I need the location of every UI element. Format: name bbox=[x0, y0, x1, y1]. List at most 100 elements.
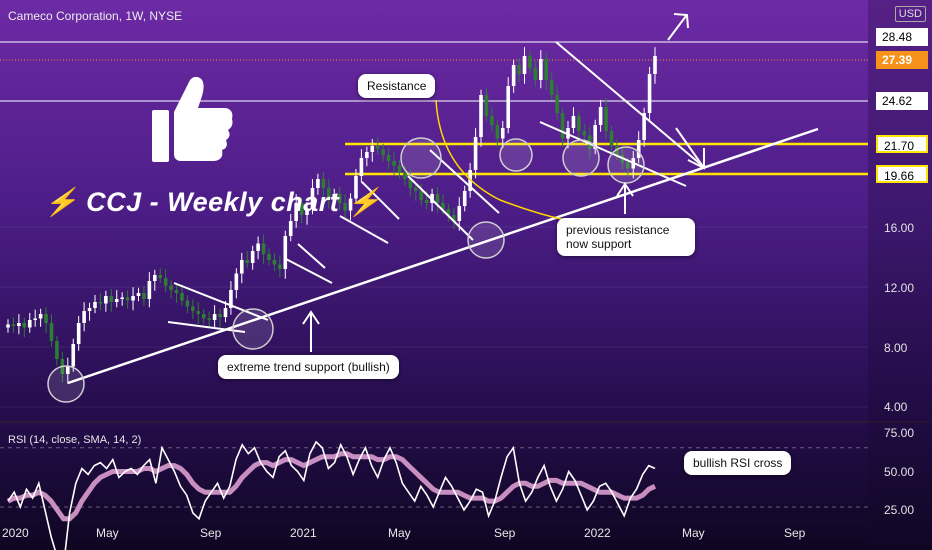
annotation-previous-support: previous resistance now support bbox=[557, 218, 695, 256]
candle-body bbox=[582, 131, 587, 136]
candle-body bbox=[500, 128, 505, 139]
price-tag[interactable]: 27.39 bbox=[876, 51, 928, 69]
candle-body bbox=[473, 137, 478, 170]
price-tag[interactable]: 28.48 bbox=[876, 28, 928, 46]
price-axis-tick: 16.00 bbox=[884, 221, 915, 235]
candle-body bbox=[392, 161, 396, 166]
candle-body bbox=[321, 179, 326, 188]
thumbs-up-icon bbox=[152, 76, 233, 162]
candle-body bbox=[571, 116, 576, 128]
price-axis-tick: 12.00 bbox=[884, 281, 915, 295]
candle-body bbox=[457, 206, 462, 221]
candle-body bbox=[375, 146, 380, 149]
price-tag[interactable]: 24.62 bbox=[876, 92, 928, 110]
time-axis-tick: Sep bbox=[200, 526, 222, 540]
candle-body bbox=[136, 293, 141, 296]
candle-body bbox=[653, 56, 657, 74]
candle-body bbox=[577, 116, 581, 131]
candles-group bbox=[6, 47, 657, 384]
candle-body bbox=[288, 221, 293, 236]
time-axis-tick: May bbox=[388, 526, 411, 540]
rsi-line bbox=[7, 440, 656, 550]
candle-body bbox=[218, 314, 222, 317]
candle-body bbox=[337, 194, 342, 203]
time-axis-tick: May bbox=[96, 526, 119, 540]
candle-body bbox=[272, 260, 277, 265]
price-gridlines bbox=[0, 226, 868, 408]
candle-body bbox=[163, 278, 168, 286]
candle-body bbox=[180, 293, 184, 301]
candle-body bbox=[462, 191, 467, 206]
candle-body bbox=[294, 203, 298, 221]
price-tag[interactable]: 19.66 bbox=[876, 165, 928, 183]
candle-body bbox=[539, 59, 543, 80]
candle-body bbox=[544, 59, 549, 80]
candle-body bbox=[522, 56, 527, 74]
candle-body bbox=[484, 95, 489, 116]
candle-body bbox=[403, 173, 407, 179]
candle-body bbox=[517, 65, 521, 74]
candle-body bbox=[142, 293, 146, 299]
candle-body bbox=[185, 300, 190, 307]
currency-label[interactable]: USD bbox=[894, 6, 926, 22]
candle-body bbox=[359, 158, 364, 176]
candle-body bbox=[245, 260, 250, 263]
candle-body bbox=[98, 302, 103, 304]
candle-body bbox=[386, 155, 391, 161]
rsi-title[interactable]: RSI (14, close, SMA, 14, 2) bbox=[8, 434, 142, 446]
candle-body bbox=[82, 311, 86, 323]
candle-body bbox=[239, 260, 244, 274]
candle-body bbox=[615, 146, 619, 155]
candle-body bbox=[495, 125, 500, 139]
annotation-rsi-cross: bullish RSI cross bbox=[684, 451, 792, 475]
candle-body bbox=[174, 290, 179, 293]
candle-body bbox=[87, 308, 92, 311]
price-axis-tick: 4.00 bbox=[884, 400, 908, 414]
candle-body bbox=[354, 176, 358, 199]
candle-body bbox=[22, 323, 27, 328]
candle-body bbox=[169, 285, 173, 290]
candle-body bbox=[11, 324, 16, 326]
candle-body bbox=[326, 188, 331, 199]
candle-body bbox=[6, 324, 10, 328]
candle-body bbox=[549, 80, 554, 95]
rsi-ma-line bbox=[6, 451, 657, 522]
candle-body bbox=[452, 215, 456, 221]
candle-body bbox=[152, 275, 157, 281]
candle-body bbox=[33, 318, 37, 320]
banner-title: ⚡ CCJ - Weekly chart ⚡ bbox=[44, 187, 382, 217]
candle-body bbox=[408, 179, 413, 188]
candle-body bbox=[212, 314, 217, 320]
candle-body bbox=[299, 203, 304, 215]
candle-body bbox=[66, 366, 70, 374]
annotation-resistance: Resistance bbox=[358, 74, 436, 98]
annotation-trend-support: extreme trend support (bullish) bbox=[218, 355, 399, 379]
candle-body bbox=[642, 113, 646, 140]
time-axis-tick: May bbox=[682, 526, 705, 540]
candle-body bbox=[49, 323, 54, 341]
trendline-support bbox=[67, 127, 819, 385]
candle-body bbox=[468, 170, 472, 191]
candle-body bbox=[332, 194, 337, 199]
price-tag[interactable]: 21.70 bbox=[876, 135, 928, 153]
candle-body bbox=[55, 341, 59, 359]
candle-body bbox=[609, 131, 614, 146]
candle-body bbox=[316, 179, 320, 188]
candle-body bbox=[147, 281, 152, 299]
candle-body bbox=[229, 290, 233, 308]
candle-body bbox=[223, 308, 228, 317]
symbol-title[interactable]: Cameco Corporation, 1W, NYSE bbox=[8, 9, 183, 23]
candle-body bbox=[267, 254, 271, 260]
candle-body bbox=[76, 323, 81, 344]
candle-body bbox=[207, 318, 211, 320]
candle-body bbox=[191, 306, 195, 311]
rsi-axis-tick: 75.00 bbox=[884, 426, 915, 440]
candle-body bbox=[44, 314, 48, 323]
candle-body bbox=[305, 209, 309, 215]
connector-curves bbox=[435, 99, 567, 221]
candle-body bbox=[370, 146, 375, 152]
arrows bbox=[302, 13, 705, 352]
rsi-axis-tick: 50.00 bbox=[884, 465, 915, 479]
